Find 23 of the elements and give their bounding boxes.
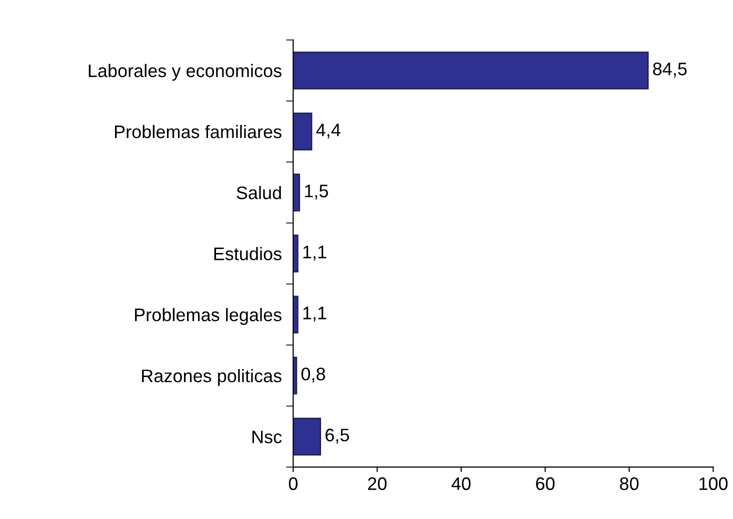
bar <box>293 418 322 456</box>
data-label: 6,5 <box>326 428 350 444</box>
bar <box>293 112 312 150</box>
y-tick-label: Nsc <box>252 430 282 444</box>
bar <box>293 52 649 90</box>
y-tick-label: Laborales y economicos <box>88 64 282 81</box>
x-tick-label: 60 <box>536 477 555 490</box>
data-label: 1,5 <box>305 184 328 200</box>
y-tick-label: Problemas legales <box>135 308 282 325</box>
data-label: 1,1 <box>303 246 326 261</box>
x-tick-label: 0 <box>288 477 298 490</box>
data-label: 4,4 <box>316 124 340 138</box>
y-tick-label: Razones politicas <box>142 369 282 386</box>
data-label: 84,5 <box>653 62 687 78</box>
x-tick-label: 40 <box>452 477 471 490</box>
y-tick-label: Estudios <box>214 246 282 260</box>
data-label: 1,1 <box>303 306 326 322</box>
x-tick-label: 80 <box>620 477 639 490</box>
x-tick-label: 100 <box>700 477 728 490</box>
y-tick-label: Problemas familiares <box>115 124 282 138</box>
y-tick-label: Salud <box>236 186 281 200</box>
x-tick-label: 20 <box>368 477 387 490</box>
data-label: 0,8 <box>301 368 326 383</box>
